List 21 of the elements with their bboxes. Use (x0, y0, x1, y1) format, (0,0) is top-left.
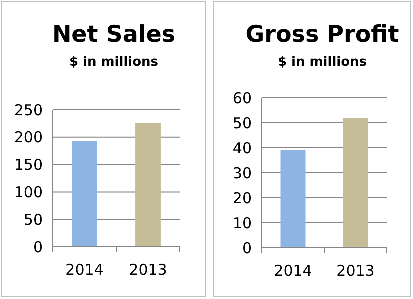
x-tick-label: 2013 (336, 262, 375, 280)
y-tick-label: 50 (24, 210, 43, 229)
chart-title: Net Sales (52, 22, 176, 48)
y-tick-label: 0 (33, 238, 43, 256)
y-tick-label: 10 (232, 214, 252, 232)
y-tick-label: 150 (14, 156, 43, 174)
x-tick-label: 2013 (129, 261, 168, 279)
chart-title: Gross Profit (246, 22, 400, 48)
y-tick-label: 20 (232, 189, 252, 208)
y-tick-label: 30 (232, 164, 252, 182)
chart-subtitle: $ in millions (278, 55, 368, 70)
y-tick-label: 100 (14, 183, 43, 202)
x-tick-label: 2014 (274, 262, 312, 280)
x-tick-label: 2014 (66, 261, 104, 279)
y-tick-label: 250 (14, 101, 43, 120)
chart-subtitle: $ in millions (69, 55, 159, 70)
y-tick-label: 200 (14, 128, 43, 147)
y-tick-label: 40 (232, 139, 252, 158)
y-tick-label: 50 (232, 114, 252, 132)
y-tick-label: 60 (232, 89, 252, 108)
y-tick-label: 0 (242, 239, 252, 258)
